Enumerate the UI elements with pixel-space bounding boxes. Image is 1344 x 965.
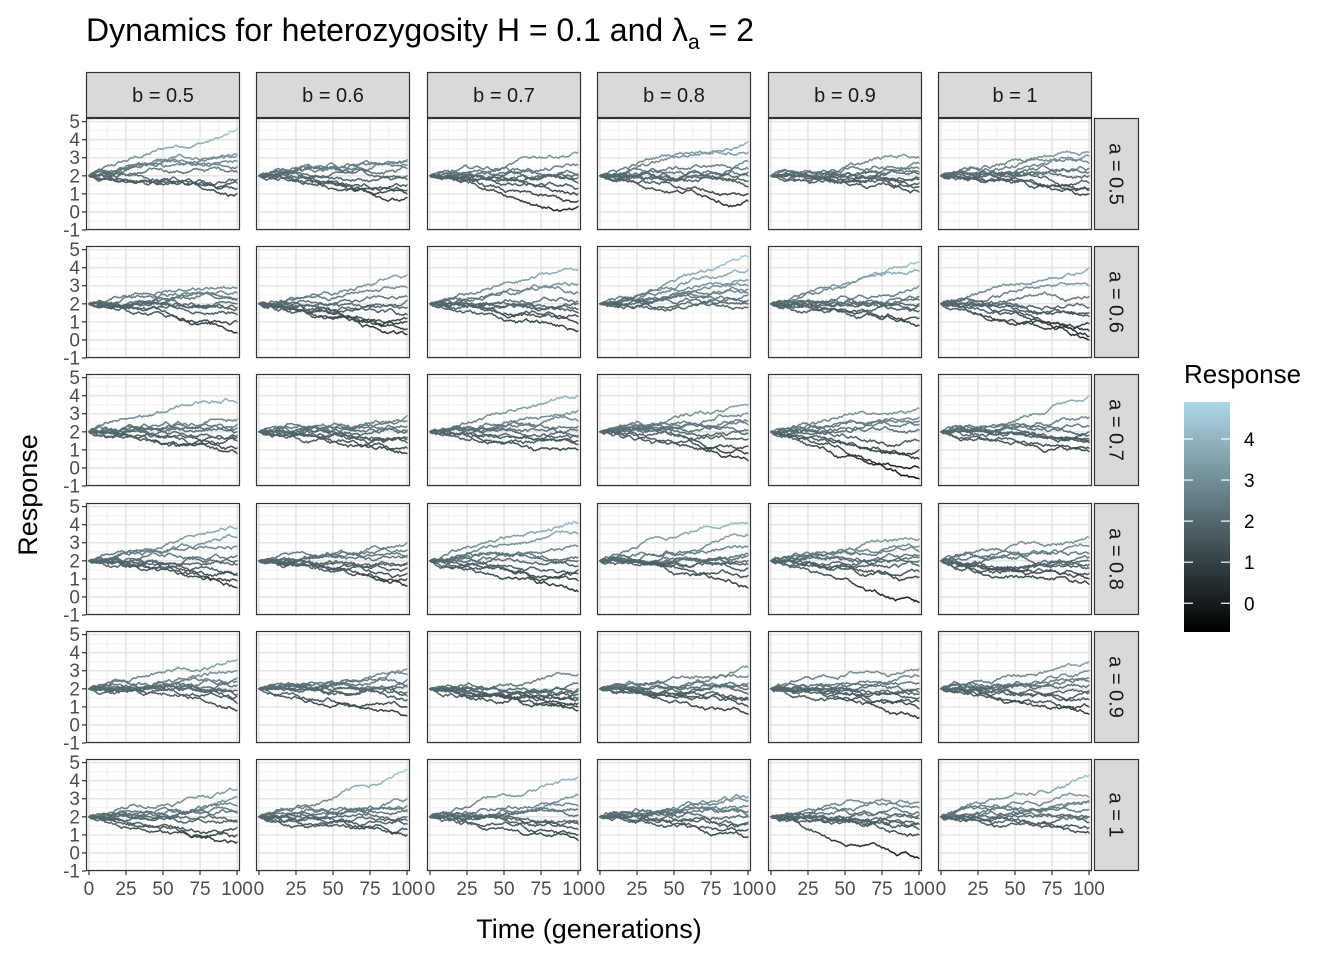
series-segment: [577, 175, 578, 176]
chart-title-main: Dynamics for heterozygosity H = 0.1 and: [86, 12, 672, 48]
series-segment: [236, 194, 237, 195]
series-segment: [577, 178, 578, 179]
series-segment: [236, 161, 237, 162]
series-segment: [747, 152, 748, 153]
series-segment: [406, 176, 407, 177]
series-segment: [747, 172, 748, 173]
series-segment: [747, 200, 748, 201]
series-segment: [577, 194, 578, 195]
series-segment: [747, 175, 748, 176]
series-segment: [236, 188, 237, 189]
series-segment: [406, 185, 407, 186]
series-segment: [406, 160, 407, 161]
facet-panels: [86, 118, 1092, 871]
facet-panel: [768, 118, 922, 230]
series-segment: [747, 168, 748, 169]
facet-panel: [597, 118, 751, 230]
series-segment: [577, 207, 578, 208]
series-segment: [236, 156, 237, 157]
series-segment: [747, 161, 748, 162]
chart-title-tail: = 2: [700, 12, 754, 48]
chart-title: Dynamics for heterozygosity H = 0.1 and …: [86, 12, 754, 54]
series-segment: [236, 171, 237, 172]
series-segment: [406, 168, 407, 169]
series-segment: [236, 167, 237, 168]
facet-panel: [86, 118, 240, 230]
series-segment: [747, 141, 748, 142]
series-segment: [406, 193, 407, 194]
series-segment: [406, 179, 407, 180]
series-segment: [918, 157, 919, 158]
series-segment: [577, 152, 578, 153]
series-segment: [406, 197, 407, 198]
series-segment: [577, 201, 578, 202]
series-segment: [577, 182, 578, 183]
series-segment: [236, 129, 237, 130]
series-segment: [236, 179, 237, 180]
chart-title-lambda: λ: [672, 12, 688, 48]
facet-panel: [256, 118, 410, 230]
facet-panel: [427, 118, 581, 230]
chart-title-subscript: a: [688, 31, 700, 54]
